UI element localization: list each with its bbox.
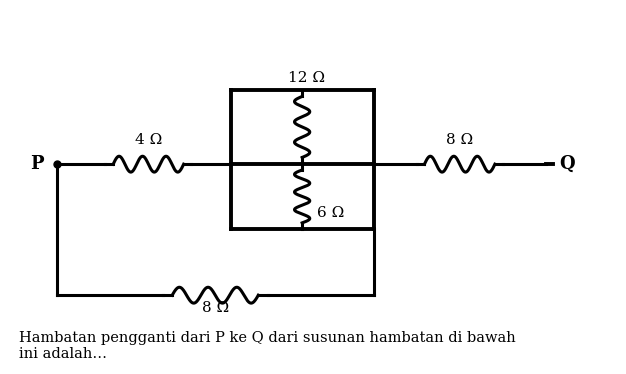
Text: Hambatan pengganti dari P ke Q dari susunan hambatan di bawah
ini adalah…: Hambatan pengganti dari P ke Q dari susu… bbox=[19, 331, 515, 361]
Text: 6 Ω: 6 Ω bbox=[317, 206, 344, 220]
Text: 8 Ω: 8 Ω bbox=[202, 301, 229, 315]
Text: 12 Ω: 12 Ω bbox=[289, 71, 326, 85]
Text: 4 Ω: 4 Ω bbox=[135, 133, 162, 147]
Text: Q: Q bbox=[559, 155, 575, 173]
Text: 8 Ω: 8 Ω bbox=[446, 133, 473, 147]
Text: P: P bbox=[30, 155, 43, 173]
